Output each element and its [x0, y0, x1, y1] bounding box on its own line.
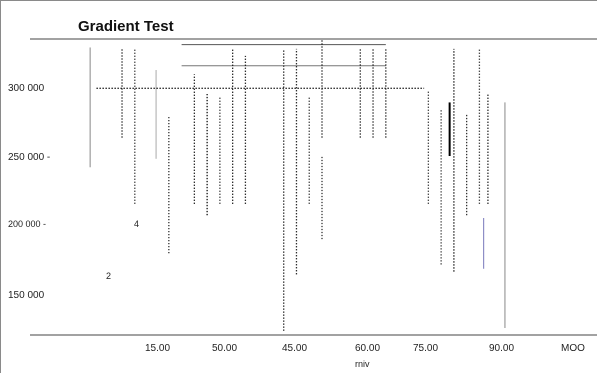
x-tick-label: 50.00 [212, 343, 237, 354]
point-label: 2 [106, 271, 111, 281]
y-tick-label: 300 000 [8, 83, 45, 94]
plot-area [30, 38, 597, 336]
x-axis-label: rniv [355, 359, 370, 369]
x-tick-label: 45.00 [282, 343, 307, 354]
point-label: 4 [134, 219, 139, 229]
y-tick-label: 200 000 - [8, 219, 46, 229]
y-tick-label: 250 000 - [8, 152, 50, 163]
chart-title: Gradient Test [78, 18, 174, 35]
x-tick-label: 15.00 [145, 343, 170, 354]
y-tick-label: 150 000 [8, 290, 45, 301]
x-tick-label: MOO [561, 343, 585, 354]
vertical-lines [89, 40, 506, 331]
horizontal-lines [96, 44, 425, 89]
x-tick-label: 60.00 [355, 343, 380, 354]
x-tick-label: 90.00 [489, 343, 514, 354]
x-tick-label: 75.00 [413, 343, 438, 354]
